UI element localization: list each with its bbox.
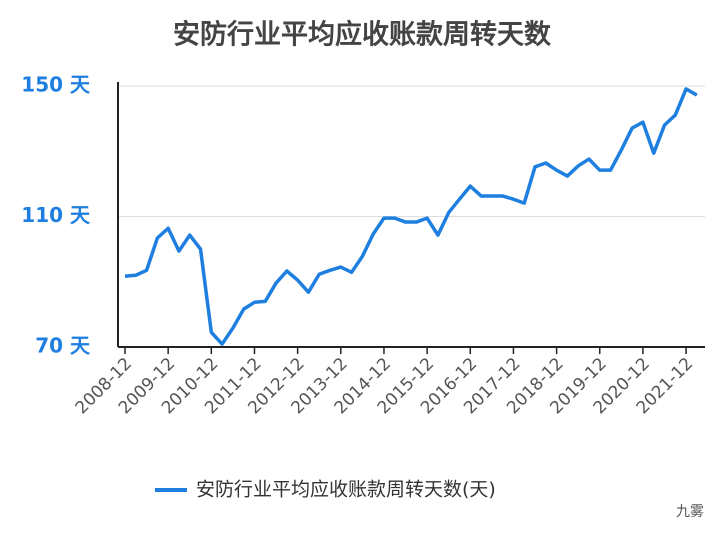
y-tick-label: 70 天 <box>35 334 91 358</box>
watermark: 九雾 <box>676 504 704 520</box>
y-tick-label: 150 天 <box>21 73 91 97</box>
line-series <box>124 87 698 346</box>
chart-title: 安防行业平均应收账款周转天数 <box>173 19 552 51</box>
y-tick-label: 110 天 <box>21 203 91 227</box>
legend-label: 安防行业平均应收账款周转天数(天) <box>196 479 496 501</box>
